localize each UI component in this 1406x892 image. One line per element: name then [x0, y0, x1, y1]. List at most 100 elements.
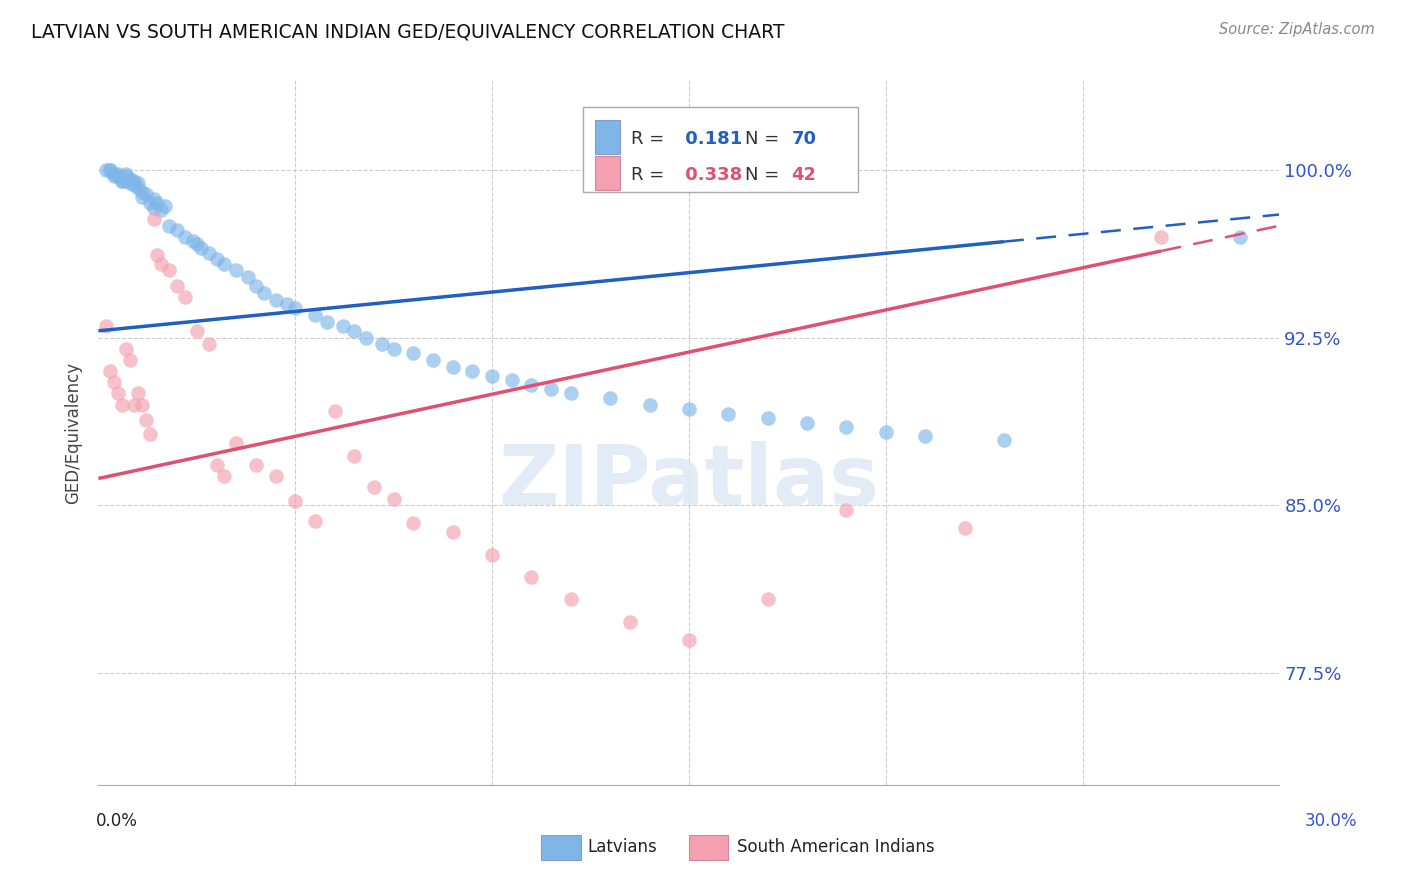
Point: [118, 352, 141, 367]
Point: [382, 342, 405, 356]
Point: [157, 219, 180, 233]
Point: [382, 491, 405, 506]
Point: [323, 404, 346, 418]
Point: [441, 359, 464, 374]
Point: [214, 469, 236, 483]
Text: 42: 42: [792, 166, 817, 184]
Text: R =: R =: [631, 130, 671, 148]
Point: [197, 245, 219, 260]
Point: [276, 297, 298, 311]
Text: N =: N =: [745, 130, 785, 148]
Point: [103, 169, 125, 184]
Point: [118, 176, 141, 190]
Point: [363, 480, 385, 494]
Point: [756, 411, 779, 425]
Point: [343, 449, 366, 463]
Point: [214, 257, 236, 271]
Point: [96, 162, 118, 177]
Text: R =: R =: [631, 166, 671, 184]
Point: [131, 185, 153, 199]
Point: [155, 198, 177, 212]
Point: [332, 319, 354, 334]
Point: [599, 391, 621, 405]
Point: [520, 570, 543, 584]
Text: ZIPatlas: ZIPatlas: [499, 442, 879, 523]
Point: [422, 352, 444, 367]
Point: [115, 342, 138, 356]
Point: [115, 167, 138, 181]
Point: [131, 398, 153, 412]
Point: [315, 315, 337, 329]
Point: [135, 187, 157, 202]
Point: [796, 416, 818, 430]
Point: [343, 324, 366, 338]
Text: Source: ZipAtlas.com: Source: ZipAtlas.com: [1219, 22, 1375, 37]
Point: [138, 426, 160, 441]
Point: [135, 413, 157, 427]
Text: 0.338: 0.338: [679, 166, 742, 184]
Point: [236, 270, 259, 285]
Point: [953, 521, 976, 535]
Point: [371, 337, 394, 351]
Text: Latvians: Latvians: [588, 838, 658, 856]
Point: [166, 279, 188, 293]
Point: [284, 493, 307, 508]
Point: [122, 398, 145, 412]
Point: [914, 429, 936, 443]
Y-axis label: GED/Equivalency: GED/Equivalency: [65, 361, 83, 504]
Point: [111, 174, 134, 188]
Point: [174, 230, 197, 244]
Point: [96, 319, 118, 334]
Point: [157, 263, 180, 277]
Point: [190, 241, 212, 255]
Point: [835, 420, 858, 434]
Point: [304, 308, 326, 322]
Point: [835, 503, 858, 517]
Point: [146, 248, 169, 262]
Point: [142, 211, 165, 226]
Point: [127, 386, 149, 401]
Point: [107, 386, 129, 401]
Text: LATVIAN VS SOUTH AMERICAN INDIAN GED/EQUIVALENCY CORRELATION CHART: LATVIAN VS SOUTH AMERICAN INDIAN GED/EQU…: [31, 22, 785, 41]
Point: [174, 290, 197, 304]
Point: [166, 223, 188, 237]
Text: N =: N =: [745, 166, 785, 184]
Point: [638, 398, 661, 412]
Point: [678, 632, 700, 647]
Point: [245, 279, 267, 293]
Point: [122, 174, 145, 188]
Point: [481, 368, 503, 383]
Point: [103, 376, 125, 390]
Point: [1150, 230, 1173, 244]
Point: [115, 169, 138, 184]
Point: [107, 167, 129, 181]
Point: [481, 548, 503, 562]
Point: [127, 180, 149, 194]
Point: [264, 469, 287, 483]
Point: [111, 174, 134, 188]
Point: [461, 364, 484, 378]
Point: [186, 324, 208, 338]
Point: [245, 458, 267, 472]
Point: [501, 373, 523, 387]
Point: [402, 516, 425, 531]
Point: [98, 364, 121, 378]
Point: [181, 235, 204, 249]
Point: [111, 398, 134, 412]
Point: [253, 285, 276, 300]
Point: [131, 189, 153, 203]
Point: [142, 192, 165, 206]
Point: [142, 201, 165, 215]
Point: [717, 407, 740, 421]
Point: [186, 236, 208, 251]
Point: [118, 171, 141, 186]
Point: [1229, 230, 1251, 244]
Point: [197, 337, 219, 351]
Text: 0.181: 0.181: [679, 130, 742, 148]
Point: [264, 293, 287, 307]
Point: [354, 330, 377, 344]
Point: [560, 592, 582, 607]
Point: [205, 252, 228, 267]
Point: [150, 257, 173, 271]
Point: [756, 592, 779, 607]
